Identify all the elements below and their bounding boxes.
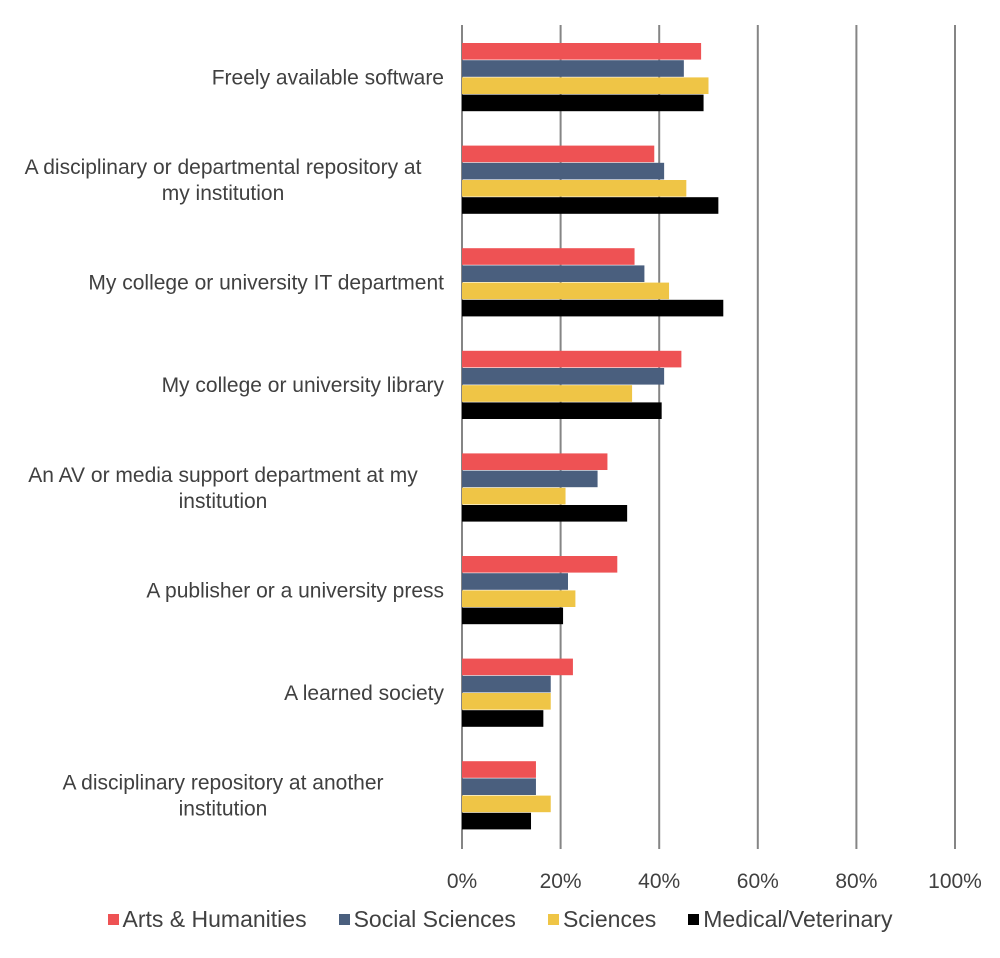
legend-item: Arts & Humanities bbox=[107, 906, 307, 933]
bar-social-sciences bbox=[462, 265, 645, 282]
bar-sciences bbox=[462, 77, 709, 94]
bar-social-sciences bbox=[462, 162, 665, 180]
legend-label: Arts & Humanities bbox=[122, 906, 307, 932]
bar-arts-humanities bbox=[462, 556, 618, 573]
bar-social-sciences bbox=[462, 60, 684, 77]
bar-social-sciences bbox=[462, 778, 536, 795]
category-labels: Freely available software A disciplinary … bbox=[25, 66, 445, 820]
category-label: My college or university IT department bbox=[88, 272, 444, 295]
legend-item: Social Sciences bbox=[338, 906, 516, 933]
bar-arts-humanities bbox=[462, 453, 608, 470]
x-tick-labels: 0% 20% 40% 60% 80% 100% bbox=[447, 870, 982, 893]
bar-social-sciences bbox=[462, 675, 551, 693]
bar-sciences bbox=[462, 590, 576, 607]
bar-sciences bbox=[462, 693, 551, 710]
bar-social-sciences bbox=[462, 573, 568, 590]
bar-medical-veterinary bbox=[462, 505, 628, 522]
category-label: Freely available software bbox=[212, 66, 444, 89]
legend-label: Medical/Veterinary bbox=[703, 906, 893, 932]
bar-arts-humanities bbox=[462, 350, 682, 368]
legend-item: Sciences bbox=[547, 906, 657, 933]
bar-medical-veterinary bbox=[462, 94, 704, 112]
bar-medical-veterinary bbox=[462, 402, 662, 419]
bar-arts-humanities bbox=[462, 658, 573, 676]
bar-chart: Freely available software A disciplinary … bbox=[25, 25, 982, 893]
x-tick-label: 100% bbox=[928, 870, 982, 893]
bar-medical-veterinary bbox=[462, 197, 719, 214]
category-label: A publisher or a university press bbox=[146, 579, 444, 602]
bar-sciences bbox=[462, 795, 551, 813]
category-label: A learned society bbox=[284, 682, 444, 705]
bar-medical-veterinary bbox=[462, 710, 544, 727]
bar-social-sciences bbox=[462, 368, 665, 385]
x-tick-label: 0% bbox=[447, 870, 477, 893]
bar-sciences bbox=[462, 385, 633, 402]
bar-arts-humanities bbox=[462, 761, 536, 778]
bar-medical-veterinary bbox=[462, 812, 532, 830]
bar-social-sciences bbox=[462, 470, 598, 488]
bar-arts-humanities bbox=[462, 248, 635, 265]
bar-arts-humanities bbox=[462, 43, 702, 60]
legend-swatch bbox=[688, 914, 700, 925]
legend-label: Sciences bbox=[562, 906, 657, 932]
bar-sciences bbox=[462, 282, 670, 300]
x-tick-label: 20% bbox=[540, 870, 582, 893]
legend-label: Social Sciences bbox=[353, 906, 516, 932]
x-tick-label: 40% bbox=[638, 870, 680, 893]
bars bbox=[462, 43, 724, 830]
bar-medical-veterinary bbox=[462, 299, 724, 317]
bar-medical-veterinary bbox=[462, 607, 564, 625]
category-label: A disciplinary or departmental repositor… bbox=[25, 156, 422, 205]
bar-arts-humanities bbox=[462, 145, 655, 163]
category-label: My college or university library bbox=[162, 374, 445, 397]
x-tick-label: 60% bbox=[737, 870, 779, 893]
legend-swatch bbox=[547, 914, 559, 925]
legend-item: Medical/Veterinary bbox=[688, 906, 892, 933]
x-tick-label: 80% bbox=[835, 870, 877, 893]
category-label: A disciplinary repository at another inst… bbox=[63, 772, 384, 821]
bar-sciences bbox=[462, 487, 566, 505]
bar-sciences bbox=[462, 180, 687, 197]
legend-swatch bbox=[338, 914, 350, 925]
legend: Arts & Humanities Social Sciences Sciences… bbox=[0, 906, 1000, 933]
legend-swatch bbox=[107, 914, 119, 925]
category-label: An AV or media support department at my i… bbox=[28, 464, 418, 513]
